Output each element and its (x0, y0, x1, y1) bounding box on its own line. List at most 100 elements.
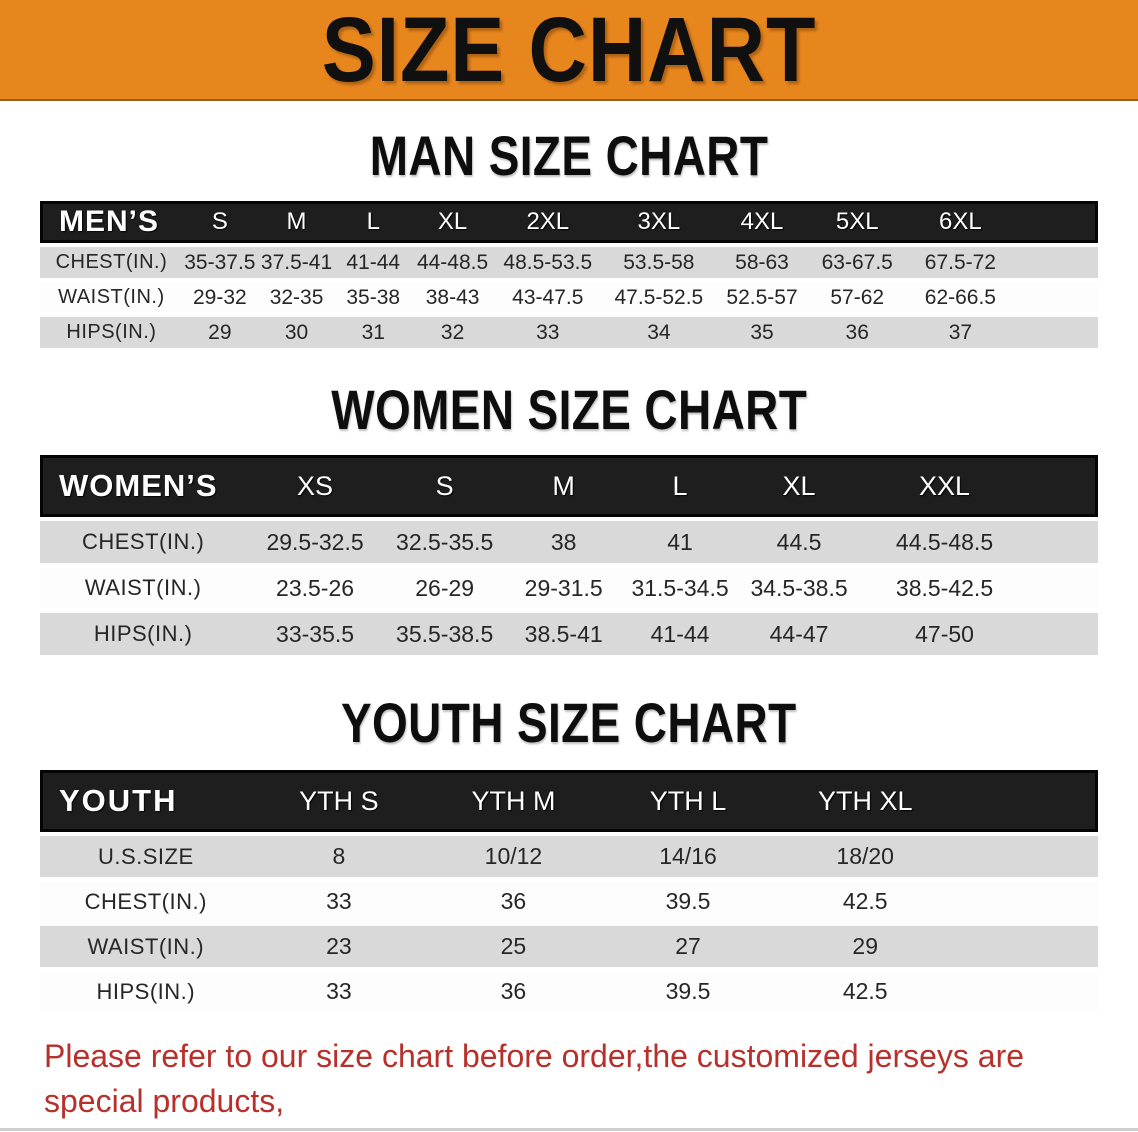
disclaimer-note: Please refer to our size chart before or… (0, 1034, 1138, 1132)
table-cell: 44.5 (738, 521, 860, 563)
table-cell: 41-44 (621, 613, 739, 655)
youth-section-heading-text: YOUTH SIZE CHART (341, 691, 797, 754)
men-size-table: MEN’S S M L XL 2XL 3XL 4XL 5XL 6XL CHEST… (40, 197, 1098, 352)
table-cell: 43-47.5 (494, 282, 601, 313)
spacer-cell (955, 971, 1098, 1012)
table-cell: 29 (182, 317, 257, 348)
table-cell: 10/12 (426, 836, 601, 877)
men-hips-row: HIPS(IN.) 29 30 31 32 33 34 35 36 37 (40, 317, 1098, 348)
table-cell: 29.5-32.5 (246, 521, 384, 563)
men-col-header: 5XL (806, 201, 908, 243)
table-cell: 38.5-41 (505, 613, 622, 655)
table-cell: 53.5-58 (600, 247, 718, 278)
youth-col-header: YTH L (600, 770, 776, 832)
youth-col-header: YTH M (426, 770, 601, 832)
women-section-heading-text: WOMEN SIZE CHART (331, 378, 807, 441)
men-chest-row: CHEST(IN.) 35-37.5 37.5-41 41-44 44-48.5… (40, 247, 1098, 278)
women-col-header: L (621, 455, 739, 517)
table-cell: 34 (600, 317, 718, 348)
table-cell: 33 (251, 971, 427, 1012)
spacer-cell (955, 770, 1098, 832)
bottom-divider (0, 1128, 1138, 1131)
row-label: HIPS(IN.) (40, 317, 183, 348)
men-col-header: 2XL (494, 201, 601, 243)
men-waist-row: WAIST(IN.) 29-32 32-35 35-38 38-43 43-47… (40, 282, 1098, 313)
table-cell: 37 (907, 317, 1014, 348)
table-cell: 44.5-48.5 (859, 521, 1030, 563)
table-cell: 47.5-52.5 (600, 282, 718, 313)
row-label: U.S.SIZE (40, 836, 252, 877)
table-cell: 58-63 (717, 247, 807, 278)
table-cell: 33 (251, 881, 427, 922)
table-cell: 42.5 (775, 881, 956, 922)
table-cell: 35.5-38.5 (383, 613, 506, 655)
women-table-label: WOMEN’S (40, 455, 247, 517)
youth-col-header: YTH S (251, 770, 427, 832)
youth-section-heading: YOUTH SIZE CHART (0, 695, 1138, 751)
table-cell: 35-38 (336, 282, 411, 313)
women-col-header: S (383, 455, 506, 517)
men-section-heading-text: MAN SIZE CHART (369, 124, 769, 187)
table-cell: 63-67.5 (806, 247, 908, 278)
women-header-row: WOMEN’S XS S M L XL XXL (40, 455, 1098, 517)
row-label: WAIST(IN.) (40, 282, 183, 313)
table-cell: 39.5 (600, 881, 776, 922)
table-cell: 27 (600, 926, 776, 967)
men-col-header: 3XL (600, 201, 718, 243)
women-waist-row: WAIST(IN.) 23.5-26 26-29 29-31.5 31.5-34… (40, 567, 1098, 609)
women-size-table: WOMEN’S XS S M L XL XXL CHEST(IN.) 29.5-… (40, 451, 1098, 659)
table-cell: 36 (426, 881, 601, 922)
spacer-cell (1029, 567, 1098, 609)
youth-chest-row: CHEST(IN.) 33 36 39.5 42.5 (40, 881, 1098, 922)
men-section-heading: MAN SIZE CHART (0, 128, 1138, 184)
table-cell: 30 (256, 317, 337, 348)
spacer-cell (1013, 282, 1098, 313)
table-cell: 29-32 (182, 282, 257, 313)
youth-col-header: YTH XL (775, 770, 956, 832)
men-header-row: MEN’S S M L XL 2XL 3XL 4XL 5XL 6XL (40, 201, 1098, 243)
table-cell: 31 (336, 317, 411, 348)
table-cell: 14/16 (600, 836, 776, 877)
spacer-cell (1029, 455, 1098, 517)
table-cell: 34.5-38.5 (738, 567, 860, 609)
table-cell: 62-66.5 (907, 282, 1014, 313)
table-cell: 35 (717, 317, 807, 348)
spacer-cell (1013, 201, 1098, 243)
row-label: HIPS(IN.) (40, 971, 252, 1012)
spacer-cell (1013, 317, 1098, 348)
women-chest-row: CHEST(IN.) 29.5-32.5 32.5-35.5 38 41 44.… (40, 521, 1098, 563)
table-cell: 25 (426, 926, 601, 967)
table-cell: 29-31.5 (505, 567, 622, 609)
table-cell: 67.5-72 (907, 247, 1014, 278)
table-cell: 23 (251, 926, 427, 967)
row-label: HIPS(IN.) (40, 613, 247, 655)
table-cell: 18/20 (775, 836, 956, 877)
row-label: CHEST(IN.) (40, 881, 252, 922)
banner-title: SIZE CHART (321, 0, 817, 101)
table-cell: 44-47 (738, 613, 860, 655)
table-cell: 32 (410, 317, 495, 348)
row-label: CHEST(IN.) (40, 521, 247, 563)
table-cell: 41 (621, 521, 739, 563)
men-col-header: S (182, 201, 257, 243)
table-cell: 38 (505, 521, 622, 563)
youth-table-label: YOUTH (40, 770, 252, 832)
youth-header-row: YOUTH YTH S YTH M YTH L YTH XL (40, 770, 1098, 832)
table-cell: 33 (494, 317, 601, 348)
table-cell: 23.5-26 (246, 567, 384, 609)
table-cell: 32-35 (256, 282, 337, 313)
row-label: WAIST(IN.) (40, 926, 252, 967)
spacer-cell (955, 926, 1098, 967)
row-label: CHEST(IN.) (40, 247, 183, 278)
table-cell: 42.5 (775, 971, 956, 1012)
women-col-header: XXL (859, 455, 1030, 517)
spacer-cell (955, 881, 1098, 922)
spacer-cell (955, 836, 1098, 877)
disclaimer-line-1: Please refer to our size chart before or… (44, 1038, 1025, 1120)
youth-ussize-row: U.S.SIZE 8 10/12 14/16 18/20 (40, 836, 1098, 877)
table-cell: 39.5 (600, 971, 776, 1012)
men-table-label: MEN’S (40, 201, 183, 243)
women-col-header: M (505, 455, 622, 517)
youth-hips-row: HIPS(IN.) 33 36 39.5 42.5 (40, 971, 1098, 1012)
